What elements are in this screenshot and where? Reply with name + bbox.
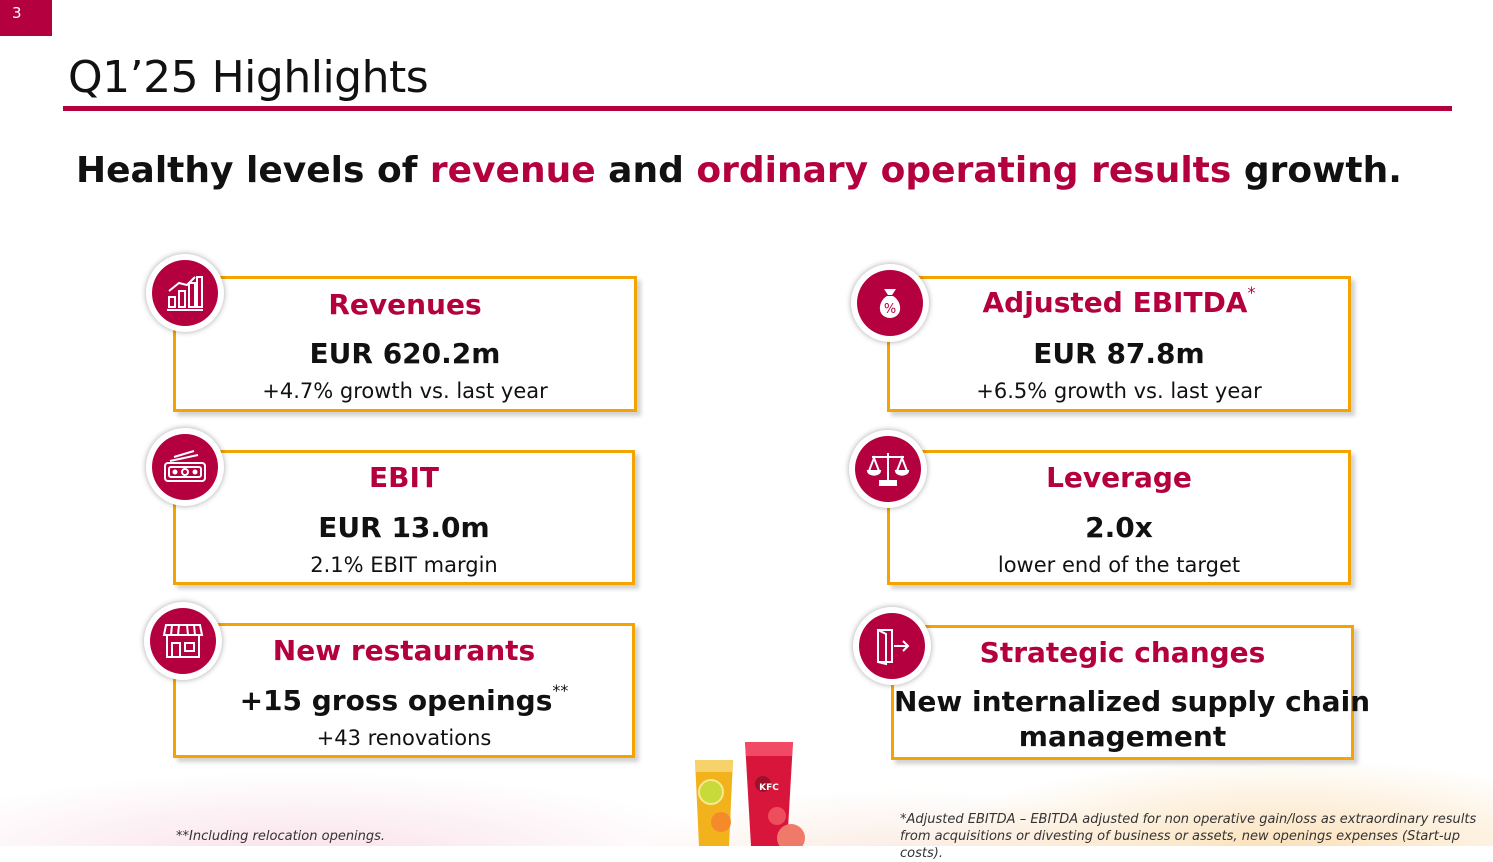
ebit-card: EBIT EUR 13.0m 2.1% EBIT margin [173,450,635,585]
revenues-card: Revenues EUR 620.2m +4.7% growth vs. las… [173,276,637,412]
title-underline [63,106,1452,111]
leverage-value: 2.0x [1085,511,1153,544]
leverage-card: Leverage 2.0x lower end of the target [887,450,1351,585]
revenues-title: Revenues [328,288,482,321]
ebitda-title: Adjusted EBITDA* [890,285,1348,319]
restaurants-value-text: +15 gross openings [239,684,553,717]
new-restaurants-card: New restaurants +15 gross openings** +43… [173,623,635,758]
headline-accent-revenue: revenue [429,150,596,191]
page-number: 3 [0,0,52,36]
kfc-drinks-image: KFC [695,742,805,846]
headline-part3: growth. [1231,150,1402,191]
strategic-title: Strategic changes [979,636,1266,669]
restaurants-footnote-mark: ** [552,681,569,700]
ebitda-title-text: Adjusted EBITDA [982,286,1248,319]
ebitda-footnote-mark: * [1247,283,1256,302]
cash-icon [146,428,224,506]
headline-part1: Healthy levels of [76,150,430,191]
ebitda-sub: +6.5% growth vs. last year [976,379,1262,403]
ebit-sub: 2.1% EBIT margin [310,553,498,577]
restaurants-sub: +43 renovations [316,726,492,750]
leverage-sub: lower end of the target [997,553,1241,577]
exit-door-icon [853,607,931,685]
leverage-title: Leverage [1046,461,1192,494]
strategic-value-line2: management [1018,720,1227,753]
footnote-right-line2: from acquisitions or divesting of busine… [900,829,1461,861]
svg-text:%: % [884,302,896,317]
headline-accent-results: ordinary operating results [696,150,1232,191]
ebit-title: EBIT [369,461,439,494]
restaurants-value: +15 gross openings** [176,683,632,717]
footnote-right: *Adjusted EBITDA – EBITDA adjusted for n… [900,811,1493,862]
headline: Healthy levels of revenue and ordinary o… [76,150,1402,191]
strategic-changes-card: Strategic changes New internalized suppl… [891,625,1371,760]
scales-icon [849,430,927,508]
bar-chart-icon [146,254,224,332]
money-bag-percent-icon: % [851,264,929,342]
ebit-value: EUR 13.0m [318,511,490,544]
page-title: Q1’25 Highlights [68,52,429,103]
adjusted-ebitda-card: Adjusted EBITDA* EUR 87.8m +6.5% growth … [887,276,1351,412]
restaurants-title: New restaurants [272,634,536,667]
footnote-left: **Including relocation openings. [176,829,386,844]
revenues-sub: +4.7% growth vs. last year [262,379,548,403]
headline-part2: and [595,150,697,191]
cup-label: KFC [759,783,779,793]
revenues-value: EUR 620.2m [309,337,501,370]
footnote-right-line1: *Adjusted EBITDA – EBITDA adjusted for n… [900,812,1477,827]
strategic-value-line1: New internalized supply chain [894,685,1371,718]
ebitda-value: EUR 87.8m [1033,337,1205,370]
storefront-icon [144,602,222,680]
